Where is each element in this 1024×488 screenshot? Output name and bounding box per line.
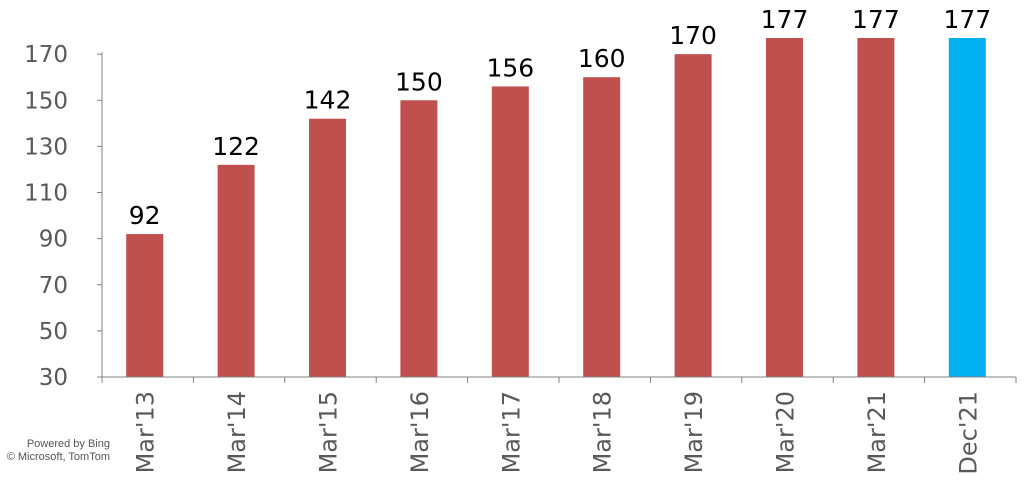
x-tick-label: Mar'15 <box>315 391 343 473</box>
x-tick-label: Mar'19 <box>680 391 708 473</box>
y-tick-label: 50 <box>39 319 68 345</box>
bar-mar13 <box>126 234 164 377</box>
bar-mar14 <box>217 164 255 377</box>
bar-mar17 <box>491 86 529 377</box>
y-tick-label: 150 <box>24 88 68 114</box>
x-tick-label: Mar'17 <box>497 391 525 473</box>
data-label: 142 <box>304 86 352 115</box>
x-tick-label: Mar'18 <box>589 391 617 473</box>
y-tick-label: 70 <box>39 273 68 299</box>
bar-mar20 <box>766 38 803 377</box>
attribution-line-1: Powered by Bing <box>26 438 110 450</box>
data-label: 177 <box>761 5 809 34</box>
bar-mar19 <box>674 54 712 378</box>
bar-mar18 <box>583 77 621 378</box>
data-label: 156 <box>486 53 534 82</box>
y-tick-label: 30 <box>39 365 68 391</box>
y-axis: 30 50 70 90 110 130 150 170 <box>24 42 103 391</box>
data-label: 150 <box>395 67 443 96</box>
data-label: 122 <box>212 132 260 161</box>
attribution-line-2: © Microsoft, TomTom <box>6 451 110 463</box>
y-tick-label: 90 <box>39 227 68 253</box>
x-tick-label: Mar'21 <box>863 391 891 473</box>
y-tick-label: 110 <box>24 181 68 207</box>
data-label: 160 <box>578 44 626 73</box>
data-label: 92 <box>129 201 161 230</box>
x-tick-label: Mar'14 <box>223 391 251 473</box>
x-axis: Mar'13 Mar'14 Mar'15 Mar'16 Mar'17 Mar'18 Mar'… <box>101 376 1017 475</box>
bar-dec21 <box>948 38 986 377</box>
x-tick-label: Mar'16 <box>406 391 434 473</box>
data-label: 177 <box>852 5 900 34</box>
bar-mar15 <box>309 118 346 377</box>
y-tick-label: 130 <box>24 134 68 160</box>
map-attribution: Powered by Bing © Microsoft, TomTom <box>0 438 110 464</box>
x-tick-label: Mar'13 <box>132 391 160 473</box>
bar-mar21 <box>857 38 895 377</box>
data-labels: 92 122 142 150 156 160 170 177 177 177 <box>129 5 991 230</box>
x-tick-label: Dec'21 <box>954 391 982 475</box>
y-tick-label: 170 <box>24 42 68 68</box>
bars <box>126 38 986 378</box>
data-label: 177 <box>943 5 991 34</box>
data-label: 170 <box>669 21 717 50</box>
x-tick-label: Mar'20 <box>772 391 800 473</box>
bar-mar16 <box>400 100 438 377</box>
